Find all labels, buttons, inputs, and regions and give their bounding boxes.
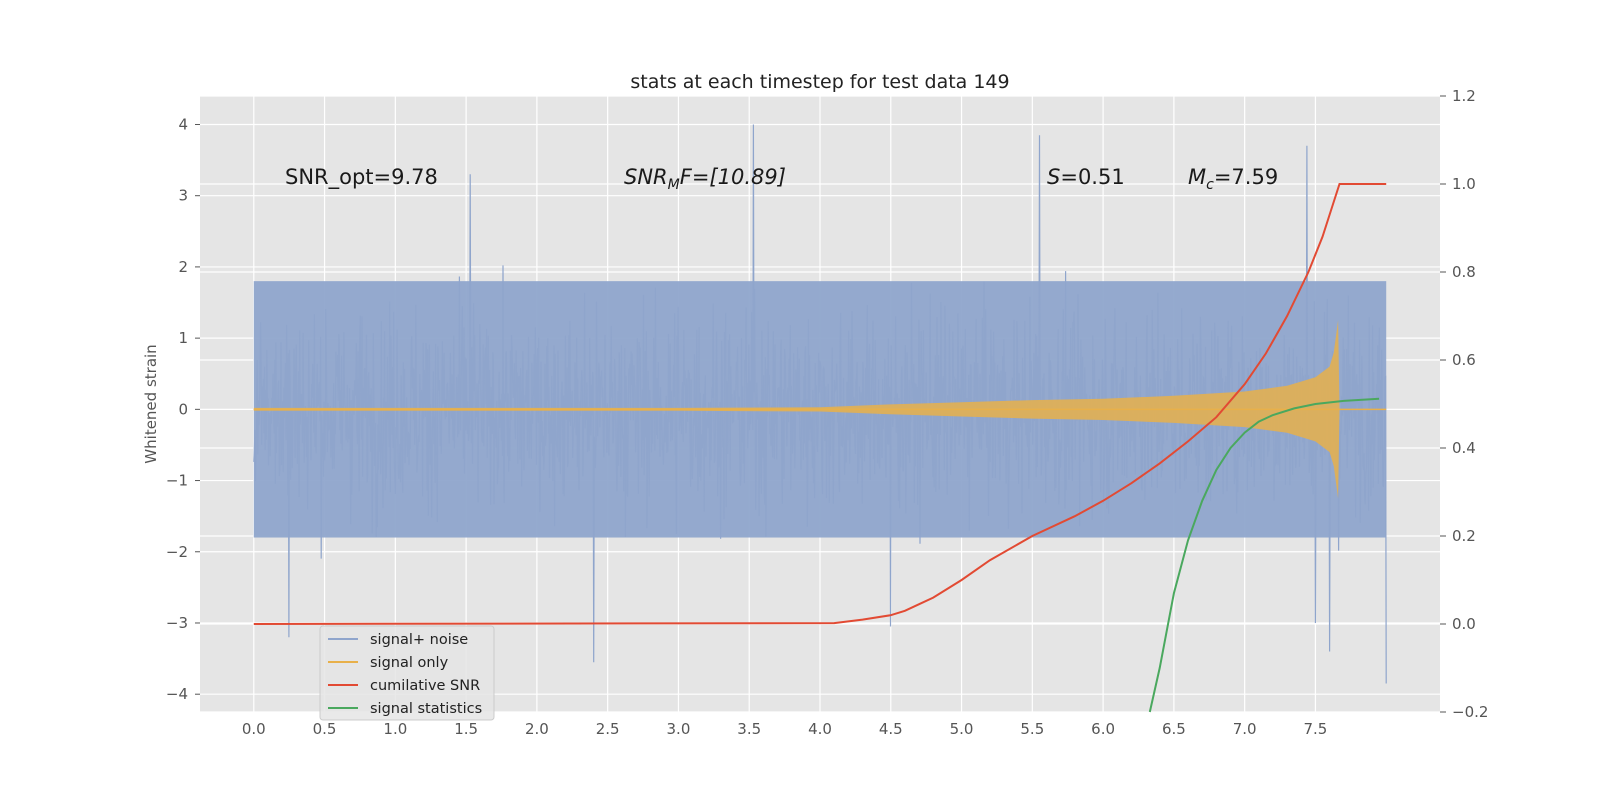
x-tick-label: 5.5 — [1020, 720, 1044, 738]
y-tick-label: 2 — [178, 258, 188, 276]
annotation-snr-mf-sub: M — [668, 177, 680, 193]
legend-label-cumulative-snr: cumilative SNR — [370, 678, 480, 694]
x-tick-label: 2.0 — [525, 720, 549, 738]
y-tick-label: −2 — [166, 543, 188, 561]
x-tick-label: 0.5 — [313, 720, 337, 738]
right-axis-series — [253, 183, 1387, 713]
annotation-mc-sub: c — [1206, 177, 1214, 193]
x-tick-label: 5.0 — [950, 720, 974, 738]
signal-noise-line — [253, 124, 1387, 684]
signal-statistics-line — [1148, 397, 1380, 713]
legend-box — [319, 625, 495, 721]
annotation-s-rest: =0.51 — [1060, 165, 1124, 189]
annotation-snr-mf: SNRMF=[10.89] — [624, 165, 786, 193]
annotation-mc: Mc=7.59 — [1188, 165, 1278, 193]
x-tick-label: 6.0 — [1091, 720, 1115, 738]
x-tick-label: 4.0 — [808, 720, 832, 738]
x-tick-label: 2.5 — [596, 720, 620, 738]
x-tick-label: 3.0 — [667, 720, 691, 738]
x-tick-label: 7.5 — [1304, 720, 1328, 738]
y-tick-label: 4 — [178, 115, 188, 133]
x-tick-label: 6.5 — [1162, 720, 1186, 738]
legend-label-signal-noise: signal+ noise — [370, 632, 468, 648]
x-tick-label: 3.5 — [737, 720, 761, 738]
x-tick-label: 7.0 — [1233, 720, 1257, 738]
y2-tick-label: −0.2 — [1452, 703, 1488, 721]
legend-label-signal-only: signal only — [370, 655, 449, 671]
y2-tick-label: 1.0 — [1452, 175, 1476, 193]
x-tick-label: 4.5 — [879, 720, 903, 738]
y2-tick-label: 0.8 — [1452, 263, 1476, 281]
legend-label-signal-statistics: signal statistics — [370, 701, 482, 717]
signal-only-series — [253, 320, 1387, 499]
annotation-mc-main: M — [1188, 165, 1206, 189]
x-tick-label: 0.0 — [242, 720, 266, 738]
axis-ticks: 0.0 0.5 1.0 1.5 2.0 2.5 3.0 3.5 4.0 4.5 5.0 5.5 6.0 6… — [166, 87, 1489, 738]
x-tick-label: 1.5 — [454, 720, 478, 738]
annotation-s: S=0.51 — [1047, 165, 1125, 189]
y-tick-label: 3 — [178, 187, 188, 205]
annotation-snr-mf-rest: F=[10.89] — [680, 165, 786, 189]
y-tick-label: −3 — [166, 614, 188, 632]
y-tick-label: −1 — [166, 472, 188, 490]
y-tick-label: −4 — [166, 685, 188, 703]
annotation-snr-opt: SNR_opt=9.78 — [285, 165, 438, 190]
y-tick-label: 1 — [178, 329, 188, 347]
annotation-mc-rest: =7.59 — [1214, 165, 1278, 189]
y2-tick-label: 0.4 — [1452, 439, 1476, 457]
y2-tick-label: 0.6 — [1452, 351, 1476, 369]
annotation-s-main: S — [1047, 165, 1060, 189]
legend: signal+ noise signal only cumilative SNR… — [319, 625, 495, 721]
y2-tick-label: 1.2 — [1452, 87, 1476, 105]
y-tick-label: 0 — [178, 400, 188, 418]
y2-tick-label: 0.0 — [1452, 615, 1476, 633]
y2-tick-label: 0.2 — [1452, 527, 1476, 545]
cumulative-snr-line — [253, 183, 1387, 625]
chart-title: stats at each timestep for test data 149 — [630, 71, 1009, 93]
annotation-snr-mf-main: SNR — [624, 165, 668, 189]
x-tick-label: 1.0 — [383, 720, 407, 738]
y-axis-label: Whitened strain — [142, 344, 160, 463]
